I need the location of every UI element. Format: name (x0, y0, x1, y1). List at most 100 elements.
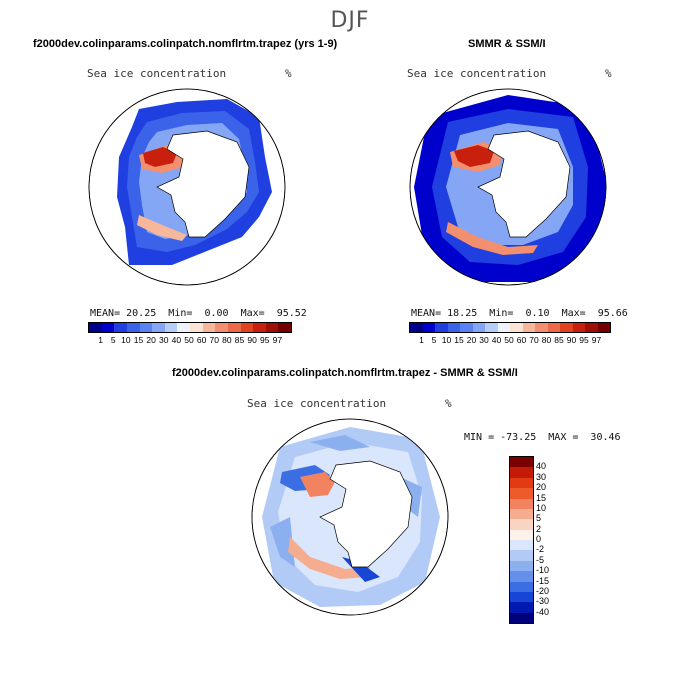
diff-colorbar-swatch (510, 467, 533, 478)
colorbar-swatch (410, 323, 423, 332)
diff-map-label: Sea ice concentration (247, 397, 387, 410)
colorbar-swatch (597, 323, 610, 332)
diff-colorbar-label: -20 (536, 585, 550, 596)
colorbar-swatch (560, 323, 573, 332)
colorbar-tick-label: 5 (110, 335, 116, 345)
obs-unit: % (605, 67, 612, 80)
colorbar-swatch (164, 323, 178, 332)
diff-colorbar-label: -40 (536, 606, 550, 617)
diff-colorbar-label: 5 (536, 513, 542, 524)
colorbar-tick-label: 97 (591, 335, 602, 345)
diff-colorbar-swatch (510, 519, 533, 530)
diff-colorbar-swatch (510, 602, 533, 613)
colorbar-tick-label: 40 (491, 335, 502, 345)
season-title: DJF (330, 8, 370, 33)
obs-sea-ice-map (409, 88, 607, 286)
colorbar-swatch (435, 323, 448, 332)
diff-colorbar-label: -10 (536, 565, 550, 576)
colorbar-tick-label: 1 (98, 335, 103, 345)
colorbar-swatch (485, 323, 498, 332)
colorbar-swatch (253, 323, 266, 332)
colorbar-tick-label: 90 (247, 335, 257, 345)
diff-unit: % (445, 397, 452, 410)
colorbar-tick-label: 30 (159, 335, 169, 345)
colorbar-swatch (177, 323, 190, 332)
colorbar-swatch (240, 323, 254, 332)
colorbar-swatch (101, 323, 115, 332)
colorbar-tick-label: 50 (184, 335, 194, 345)
colorbar-swatch (585, 323, 598, 332)
obs-colorbar (409, 322, 611, 333)
colorbar-tick-label: 1 (419, 335, 424, 345)
diff-colorbar-label: -5 (536, 554, 545, 565)
colorbar-swatch (460, 323, 473, 332)
diff-colorbar-swatch (510, 560, 533, 572)
diff-colorbar (509, 456, 534, 624)
colorbar-tick-label: 15 (454, 335, 464, 345)
model-map-label: Sea ice concentration (87, 67, 227, 80)
colorbar-swatch (265, 323, 279, 332)
model-unit: % (285, 67, 292, 80)
colorbar-swatch (547, 323, 560, 332)
colorbar-tick-label: 95 (579, 335, 589, 345)
diff-colorbar-swatch (510, 571, 533, 582)
diff-colorbar-label: 20 (536, 482, 547, 493)
colorbar-tick-label: 80 (541, 335, 552, 345)
diff-colorbar-label: -15 (536, 575, 550, 586)
diff-colorbar-swatch (510, 529, 533, 540)
diff-colorbar-swatch (510, 457, 533, 468)
colorbar-swatch (202, 323, 216, 332)
colorbar-swatch (152, 323, 165, 332)
diff-colorbar-label: 2 (536, 523, 542, 534)
obs-map-label: Sea ice concentration (407, 67, 547, 80)
model-sea-ice-map (88, 88, 286, 286)
diff-colorbar-swatch (510, 540, 533, 551)
colorbar-swatch (139, 323, 153, 332)
colorbar-swatch (422, 323, 435, 332)
diff-colorbar-label: 10 (536, 502, 547, 513)
colorbar-swatch (227, 323, 241, 332)
colorbar-tick-label: 60 (516, 335, 527, 345)
colorbar-tick-label: 30 (479, 335, 489, 345)
diff-colorbar-label: 0 (536, 534, 542, 544)
model-stats: MEAN= 20.25 Min= 0.00 Max= 95.52 (90, 308, 307, 319)
colorbar-tick-label: 95 (260, 335, 270, 345)
diff-colorbar-swatch (510, 550, 533, 561)
obs-panel-title: SMMR & SSM/I (468, 38, 546, 50)
colorbar-tick-label: 85 (554, 335, 564, 345)
colorbar-tick-label: 60 (196, 335, 207, 345)
colorbar-tick-label: 10 (121, 335, 131, 345)
diff-colorbar-label: 30 (536, 471, 547, 482)
diff-colorbar-swatch (510, 477, 533, 489)
colorbar-tick-label: 40 (171, 335, 182, 345)
diff-colorbar-label: -2 (536, 544, 545, 555)
colorbar-tick-label: 10 (441, 335, 452, 345)
diff-colorbar-swatch (510, 612, 533, 623)
colorbar-swatch (126, 323, 140, 332)
colorbar-swatch (535, 323, 548, 332)
diff-colorbar-swatch (510, 581, 533, 592)
model-colorbar (88, 322, 292, 333)
model-panel-title: f2000dev.colinparams.colinpatch.nomflrtm… (33, 38, 338, 50)
colorbar-swatch (215, 323, 228, 332)
diff-panel-title: f2000dev.colinparams.colinpatch.nomflrtm… (172, 367, 518, 379)
colorbar-swatch (497, 323, 510, 332)
colorbar-tick-label: 20 (466, 335, 477, 345)
colorbar-swatch (190, 323, 203, 332)
diff-minmax: MIN = -73.25 MAX = 30.46 (464, 432, 621, 443)
colorbar-tick-label: 70 (209, 335, 219, 345)
diff-colorbar-swatch (510, 591, 533, 603)
diff-colorbar-label: 40 (536, 461, 547, 472)
colorbar-tick-label: 85 (234, 335, 245, 345)
colorbar-swatch (472, 323, 485, 332)
diff-colorbar-swatch (510, 508, 533, 520)
colorbar-swatch (278, 323, 291, 332)
diff-colorbar-label: -30 (536, 596, 550, 607)
colorbar-tick-label: 5 (431, 335, 437, 345)
colorbar-swatch (114, 323, 127, 332)
colorbar-swatch (510, 323, 523, 332)
colorbar-tick-label: 97 (272, 335, 283, 345)
colorbar-swatch (522, 323, 535, 332)
diff-colorbar-swatch (510, 498, 533, 509)
colorbar-tick-label: 20 (146, 335, 156, 345)
